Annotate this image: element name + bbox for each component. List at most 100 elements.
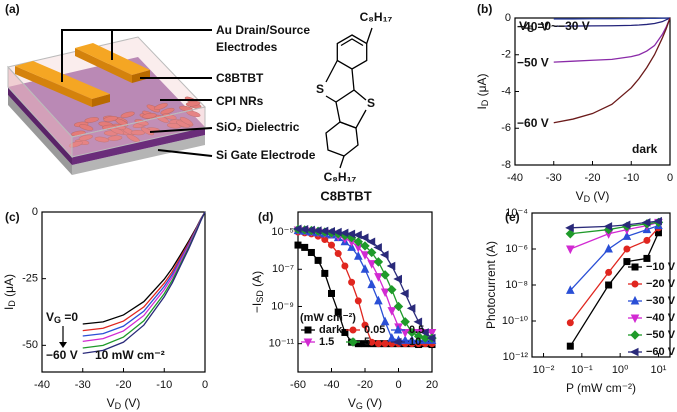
annotation: VG =0 bbox=[46, 310, 78, 325]
bond bbox=[325, 60, 338, 83]
x-tick-label: 0 bbox=[202, 379, 208, 391]
x-axis-label-part: G bbox=[356, 401, 363, 411]
marker bbox=[294, 241, 302, 249]
panel-label: (b) bbox=[477, 2, 492, 16]
marker bbox=[359, 233, 369, 242]
electrode bbox=[15, 66, 92, 107]
annotation: dark bbox=[632, 142, 658, 156]
y-tick-label: -4 bbox=[501, 85, 511, 97]
marker bbox=[348, 278, 356, 286]
x-axis-label: VG (V) bbox=[348, 396, 382, 411]
marker bbox=[366, 237, 376, 247]
marker bbox=[621, 220, 631, 230]
marker bbox=[400, 328, 410, 338]
legend-label: −40 V bbox=[646, 312, 676, 324]
marker bbox=[386, 261, 396, 271]
marker bbox=[353, 251, 363, 260]
marker bbox=[334, 250, 342, 258]
marker bbox=[373, 257, 384, 267]
series-line bbox=[82, 211, 206, 337]
x-axis-label: VD (V) bbox=[576, 189, 610, 204]
marker bbox=[374, 295, 383, 305]
y-axis-label-part: I bbox=[475, 106, 489, 109]
annotation-part: V bbox=[46, 310, 54, 324]
y-tick-label: -6 bbox=[501, 122, 511, 134]
x-tick-label: -20 bbox=[585, 172, 601, 184]
x-tick-label: 20 bbox=[426, 379, 438, 391]
panel-label: (a) bbox=[5, 2, 20, 16]
y-axis-label-part: (μA) bbox=[2, 274, 16, 300]
marker bbox=[379, 250, 389, 260]
electrode bbox=[75, 48, 132, 83]
x-axis-label-part: (V) bbox=[121, 396, 140, 410]
marker bbox=[420, 333, 431, 343]
y-tick-label: 0 bbox=[505, 12, 511, 24]
bond bbox=[325, 68, 355, 103]
marker bbox=[565, 229, 576, 239]
y-tick-label: -2 bbox=[501, 49, 511, 61]
nanorod bbox=[103, 116, 118, 122]
marker bbox=[328, 289, 335, 297]
y-axis-label-part: −I bbox=[250, 303, 264, 313]
si-side bbox=[8, 95, 72, 175]
marker bbox=[301, 243, 309, 251]
marker bbox=[361, 340, 369, 348]
y-axis-label: ID (μA) bbox=[2, 274, 17, 310]
marker bbox=[368, 338, 376, 346]
legend-title: (mW cm⁻²) bbox=[300, 312, 356, 324]
marker bbox=[380, 288, 390, 298]
marker bbox=[566, 342, 574, 350]
x-tick-label: -40 bbox=[34, 379, 50, 391]
x-axis-label-part: V bbox=[348, 396, 356, 410]
marker bbox=[367, 279, 377, 289]
marker bbox=[307, 248, 315, 256]
marker bbox=[393, 301, 404, 312]
legend-label: 1.5 bbox=[319, 336, 334, 348]
label: Electrodes bbox=[216, 40, 278, 54]
y-axis-label-part: D bbox=[480, 99, 490, 106]
marker bbox=[407, 327, 417, 338]
marker bbox=[333, 227, 342, 237]
marker bbox=[387, 332, 397, 342]
y-axis-label-part: D bbox=[7, 300, 17, 307]
annotation: −60 V bbox=[46, 348, 78, 362]
label: SiO₂ Dielectric bbox=[216, 120, 300, 134]
marker bbox=[566, 319, 574, 327]
benzene-ring bbox=[336, 34, 368, 70]
marker bbox=[407, 335, 417, 344]
annotation: 10 mW cm⁻² bbox=[95, 348, 165, 362]
x-axis-label-part: (V) bbox=[590, 189, 609, 203]
marker bbox=[387, 307, 397, 316]
marker bbox=[380, 316, 390, 326]
y-tick-label: 10⁻⁵ bbox=[271, 226, 294, 238]
legend-label: dark bbox=[319, 324, 343, 336]
series-label: −40 V bbox=[517, 19, 549, 33]
electrode bbox=[92, 94, 110, 107]
series-line bbox=[82, 211, 206, 332]
marker bbox=[393, 324, 403, 334]
y-tick-label: 10⁻⁷ bbox=[272, 263, 294, 275]
label: Si Gate Electrode bbox=[216, 148, 316, 162]
bond bbox=[335, 101, 367, 129]
marker bbox=[400, 289, 409, 298]
series-label: −50 V bbox=[517, 55, 549, 69]
marker bbox=[366, 247, 377, 258]
annotation-part: G bbox=[54, 315, 61, 325]
marker bbox=[641, 218, 651, 227]
y-axis-label: −ISD (A) bbox=[250, 271, 265, 313]
nanorod bbox=[120, 111, 135, 118]
x-tick-label: -20 bbox=[116, 379, 132, 391]
marker bbox=[427, 328, 437, 338]
y-axis-label-part: (μA) bbox=[475, 73, 489, 99]
marker bbox=[393, 274, 402, 284]
marker bbox=[630, 314, 640, 324]
marker bbox=[341, 328, 349, 336]
marker bbox=[360, 241, 370, 251]
electrode bbox=[132, 70, 150, 83]
marker bbox=[381, 340, 389, 348]
y-axis-label-part: SD bbox=[255, 290, 265, 303]
marker bbox=[339, 228, 349, 238]
leader-line bbox=[61, 29, 212, 82]
